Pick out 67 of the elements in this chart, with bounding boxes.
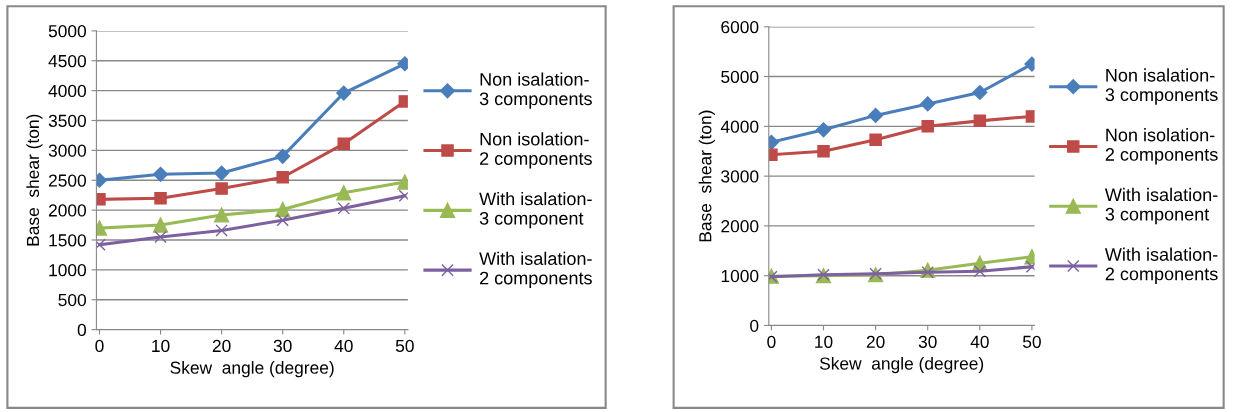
y-tick-label: 500 (58, 293, 87, 307)
point (817, 144, 830, 158)
y-tick-label: 3000 (721, 170, 759, 183)
point (275, 148, 291, 164)
y-tick-label: 2000 (48, 204, 87, 217)
legend-label: With isalation- 3 component (1104, 187, 1218, 225)
point (920, 96, 936, 112)
point (275, 201, 291, 218)
legend-label: Non isolation- 2 components (480, 132, 592, 169)
legend-label: With isalation- 3 component (479, 191, 592, 229)
x-tick-label: 10 (815, 335, 833, 348)
legend-label: Non isolation- 2 components (1105, 128, 1218, 165)
x-tick-label: 50 (395, 339, 414, 353)
point (973, 264, 987, 278)
x-tick-label: 0 (95, 339, 104, 353)
y-tick-label: 2000 (721, 220, 759, 233)
x-tick-label: 30 (918, 335, 937, 348)
point (337, 137, 351, 151)
point (276, 214, 289, 227)
point (276, 171, 289, 184)
point (869, 133, 882, 147)
x-tick-label: 40 (334, 339, 353, 353)
point (336, 185, 352, 201)
y-tick-label: 1500 (49, 234, 87, 247)
x-axis-title: Skew angle (degree) (170, 361, 334, 378)
x-tick-label: 40 (970, 335, 989, 348)
y-axis-title: Base shear (ton) (698, 110, 715, 242)
y-tick-label: 4500 (48, 54, 87, 68)
x-tick-label: 20 (212, 339, 231, 353)
point (154, 191, 167, 205)
point (154, 230, 167, 244)
legend-label: Non isalation- 3 components (479, 72, 592, 109)
y-tick-label: 4000 (720, 120, 759, 133)
point (215, 182, 228, 195)
y-tick-label: 0 (750, 319, 759, 332)
point (152, 217, 169, 233)
y-tick-label: 5000 (721, 70, 759, 84)
y-axis-title: Base shear (ton) (26, 114, 43, 246)
point (213, 207, 230, 223)
point (337, 202, 351, 215)
point (921, 120, 934, 133)
x-tick-label: 10 (152, 339, 170, 353)
x-tick-label: 20 (866, 335, 885, 348)
x-axis-title: Skew angle (degree) (819, 356, 984, 374)
point (152, 166, 169, 182)
y-tick-label: 4000 (48, 84, 87, 98)
point (972, 84, 988, 101)
y-tick-label: 3500 (48, 114, 87, 127)
y-tick-label: 3000 (48, 144, 87, 157)
y-tick-label: 1000 (721, 269, 759, 283)
y-tick-label: 0 (77, 323, 87, 337)
x-tick-label: 0 (767, 335, 776, 348)
point (815, 122, 832, 138)
point (973, 114, 987, 128)
y-tick-label: 2500 (48, 174, 87, 187)
point (215, 224, 228, 237)
point (214, 165, 230, 181)
y-tick-label: 1000 (49, 264, 87, 277)
legend-label: With isalation- 2 components (1104, 247, 1218, 284)
y-tick-label: 6000 (721, 20, 759, 34)
legend-label: Non isalation- 3 components (1105, 68, 1218, 105)
point (868, 107, 884, 123)
x-tick-label: 30 (273, 339, 292, 353)
x-tick-label: 50 (1022, 335, 1041, 348)
y-tick-label: 5000 (48, 25, 87, 38)
legend-label: With isalation- 2 components (479, 251, 592, 289)
point (336, 85, 352, 101)
